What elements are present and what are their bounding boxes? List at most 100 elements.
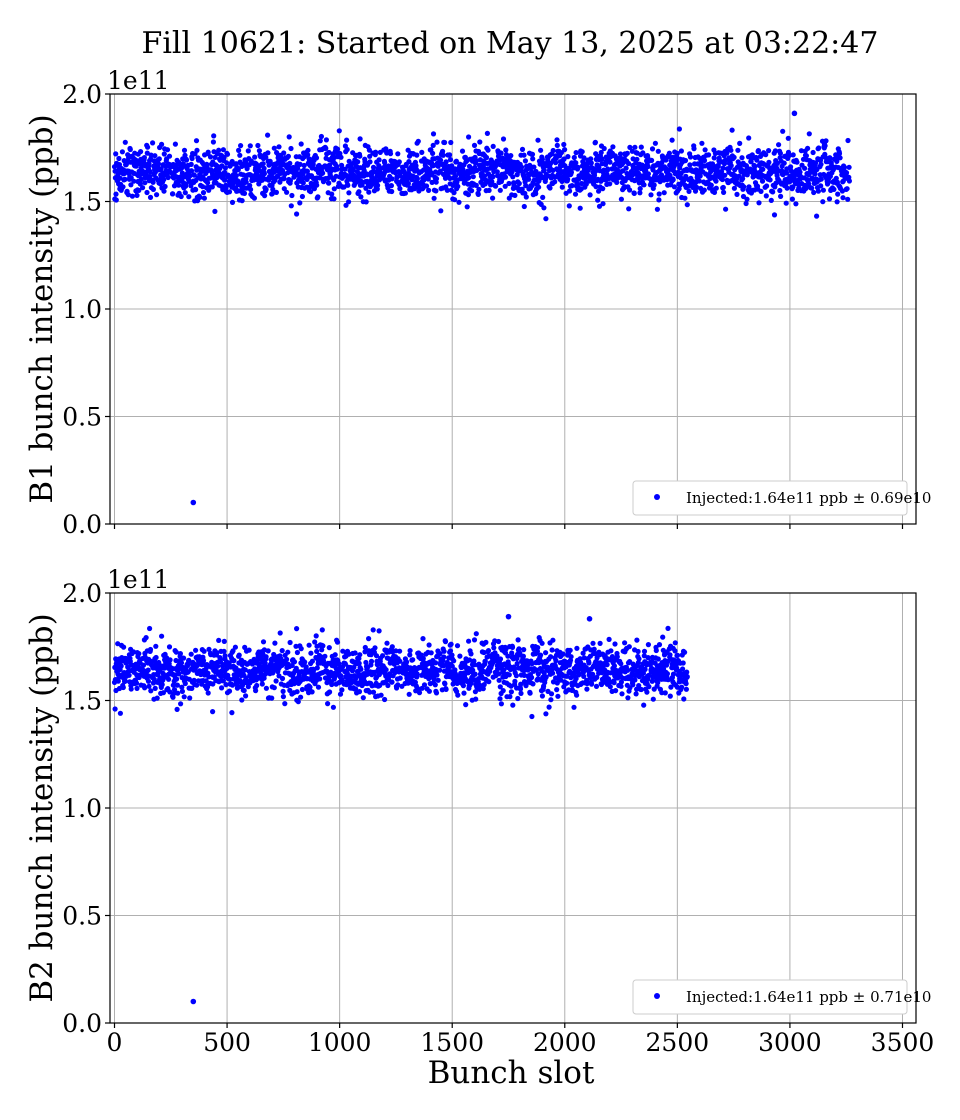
data-point	[284, 189, 290, 195]
data-point	[529, 713, 535, 720]
data-point	[638, 144, 644, 150]
data-point	[539, 693, 546, 699]
y-tick-label: 1.5	[62, 188, 102, 217]
data-point	[126, 672, 132, 678]
data-point	[701, 157, 708, 164]
data-point	[389, 188, 395, 195]
data-point	[512, 192, 518, 198]
data-point	[625, 695, 631, 701]
data-point	[254, 682, 260, 689]
data-point	[307, 684, 313, 690]
data-point	[636, 656, 642, 662]
data-point	[746, 184, 752, 190]
data-point	[410, 657, 416, 663]
data-point	[426, 187, 432, 193]
y-offset-label: 1e11	[107, 66, 170, 95]
data-point	[294, 626, 300, 632]
data-point	[777, 150, 784, 156]
data-point	[763, 193, 769, 199]
data-point	[188, 651, 194, 657]
data-point	[618, 196, 625, 202]
data-point	[318, 133, 324, 140]
data-point	[641, 182, 647, 188]
data-point	[743, 200, 749, 207]
data-point	[653, 647, 659, 654]
data-point	[601, 145, 607, 152]
data-point	[116, 674, 122, 681]
data-point	[255, 142, 261, 149]
data-point	[683, 681, 689, 687]
data-point	[120, 684, 126, 691]
x-tick-label: 1000	[308, 1028, 372, 1057]
data-point	[565, 154, 571, 160]
legend: Injected:1.64e11 ppb ± 0.69e10	[632, 480, 931, 516]
data-point	[608, 648, 614, 654]
data-point	[205, 690, 211, 696]
data-point	[305, 147, 311, 153]
data-point	[523, 194, 529, 200]
data-point	[331, 186, 337, 192]
data-point	[131, 178, 137, 184]
data-point	[122, 678, 128, 684]
data-point	[515, 695, 521, 702]
data-point	[708, 182, 714, 188]
data-point	[543, 711, 549, 717]
data-point	[326, 149, 332, 156]
data-point	[473, 158, 480, 164]
data-point	[252, 154, 258, 160]
data-point	[226, 688, 233, 694]
data-point	[536, 184, 542, 190]
data-point	[687, 154, 694, 160]
data-point	[182, 680, 188, 687]
data-point	[485, 147, 491, 153]
data-point	[444, 187, 450, 193]
data-point	[222, 177, 228, 183]
data-point	[241, 687, 247, 694]
data-point	[728, 147, 734, 153]
data-point	[313, 155, 320, 161]
data-point	[356, 189, 362, 195]
data-point	[112, 706, 118, 712]
data-point	[490, 174, 496, 180]
data-point	[498, 701, 504, 707]
data-point	[384, 640, 390, 646]
data-point	[437, 168, 443, 174]
data-point	[315, 684, 322, 690]
data-point	[368, 658, 375, 665]
y-tick-label: 2.0	[62, 579, 102, 608]
data-point	[599, 156, 605, 162]
data-point	[455, 183, 461, 189]
data-point	[239, 198, 245, 204]
data-point	[177, 651, 183, 657]
data-point	[172, 141, 178, 147]
data-point	[781, 160, 787, 166]
data-point	[529, 674, 535, 681]
data-point	[662, 690, 668, 696]
data-point	[189, 155, 195, 162]
data-point	[836, 150, 843, 157]
data-point	[586, 660, 592, 666]
data-point	[363, 199, 369, 205]
data-point	[617, 151, 624, 157]
data-point	[358, 666, 364, 672]
data-point	[437, 667, 443, 673]
data-point	[279, 648, 285, 654]
data-point	[186, 194, 192, 200]
data-point	[433, 690, 440, 696]
data-point	[193, 138, 200, 144]
data-point	[652, 140, 659, 146]
data-point	[469, 188, 475, 194]
outlier-point	[791, 110, 798, 117]
data-point	[554, 137, 560, 143]
data-point	[604, 662, 610, 668]
data-point	[319, 627, 325, 633]
data-point	[609, 166, 615, 172]
data-point	[815, 188, 822, 194]
data-point	[672, 648, 678, 654]
data-point	[471, 142, 478, 148]
data-point	[334, 639, 341, 645]
data-point	[818, 183, 824, 189]
data-point	[414, 671, 420, 677]
data-point	[237, 152, 243, 158]
data-point	[637, 186, 643, 192]
